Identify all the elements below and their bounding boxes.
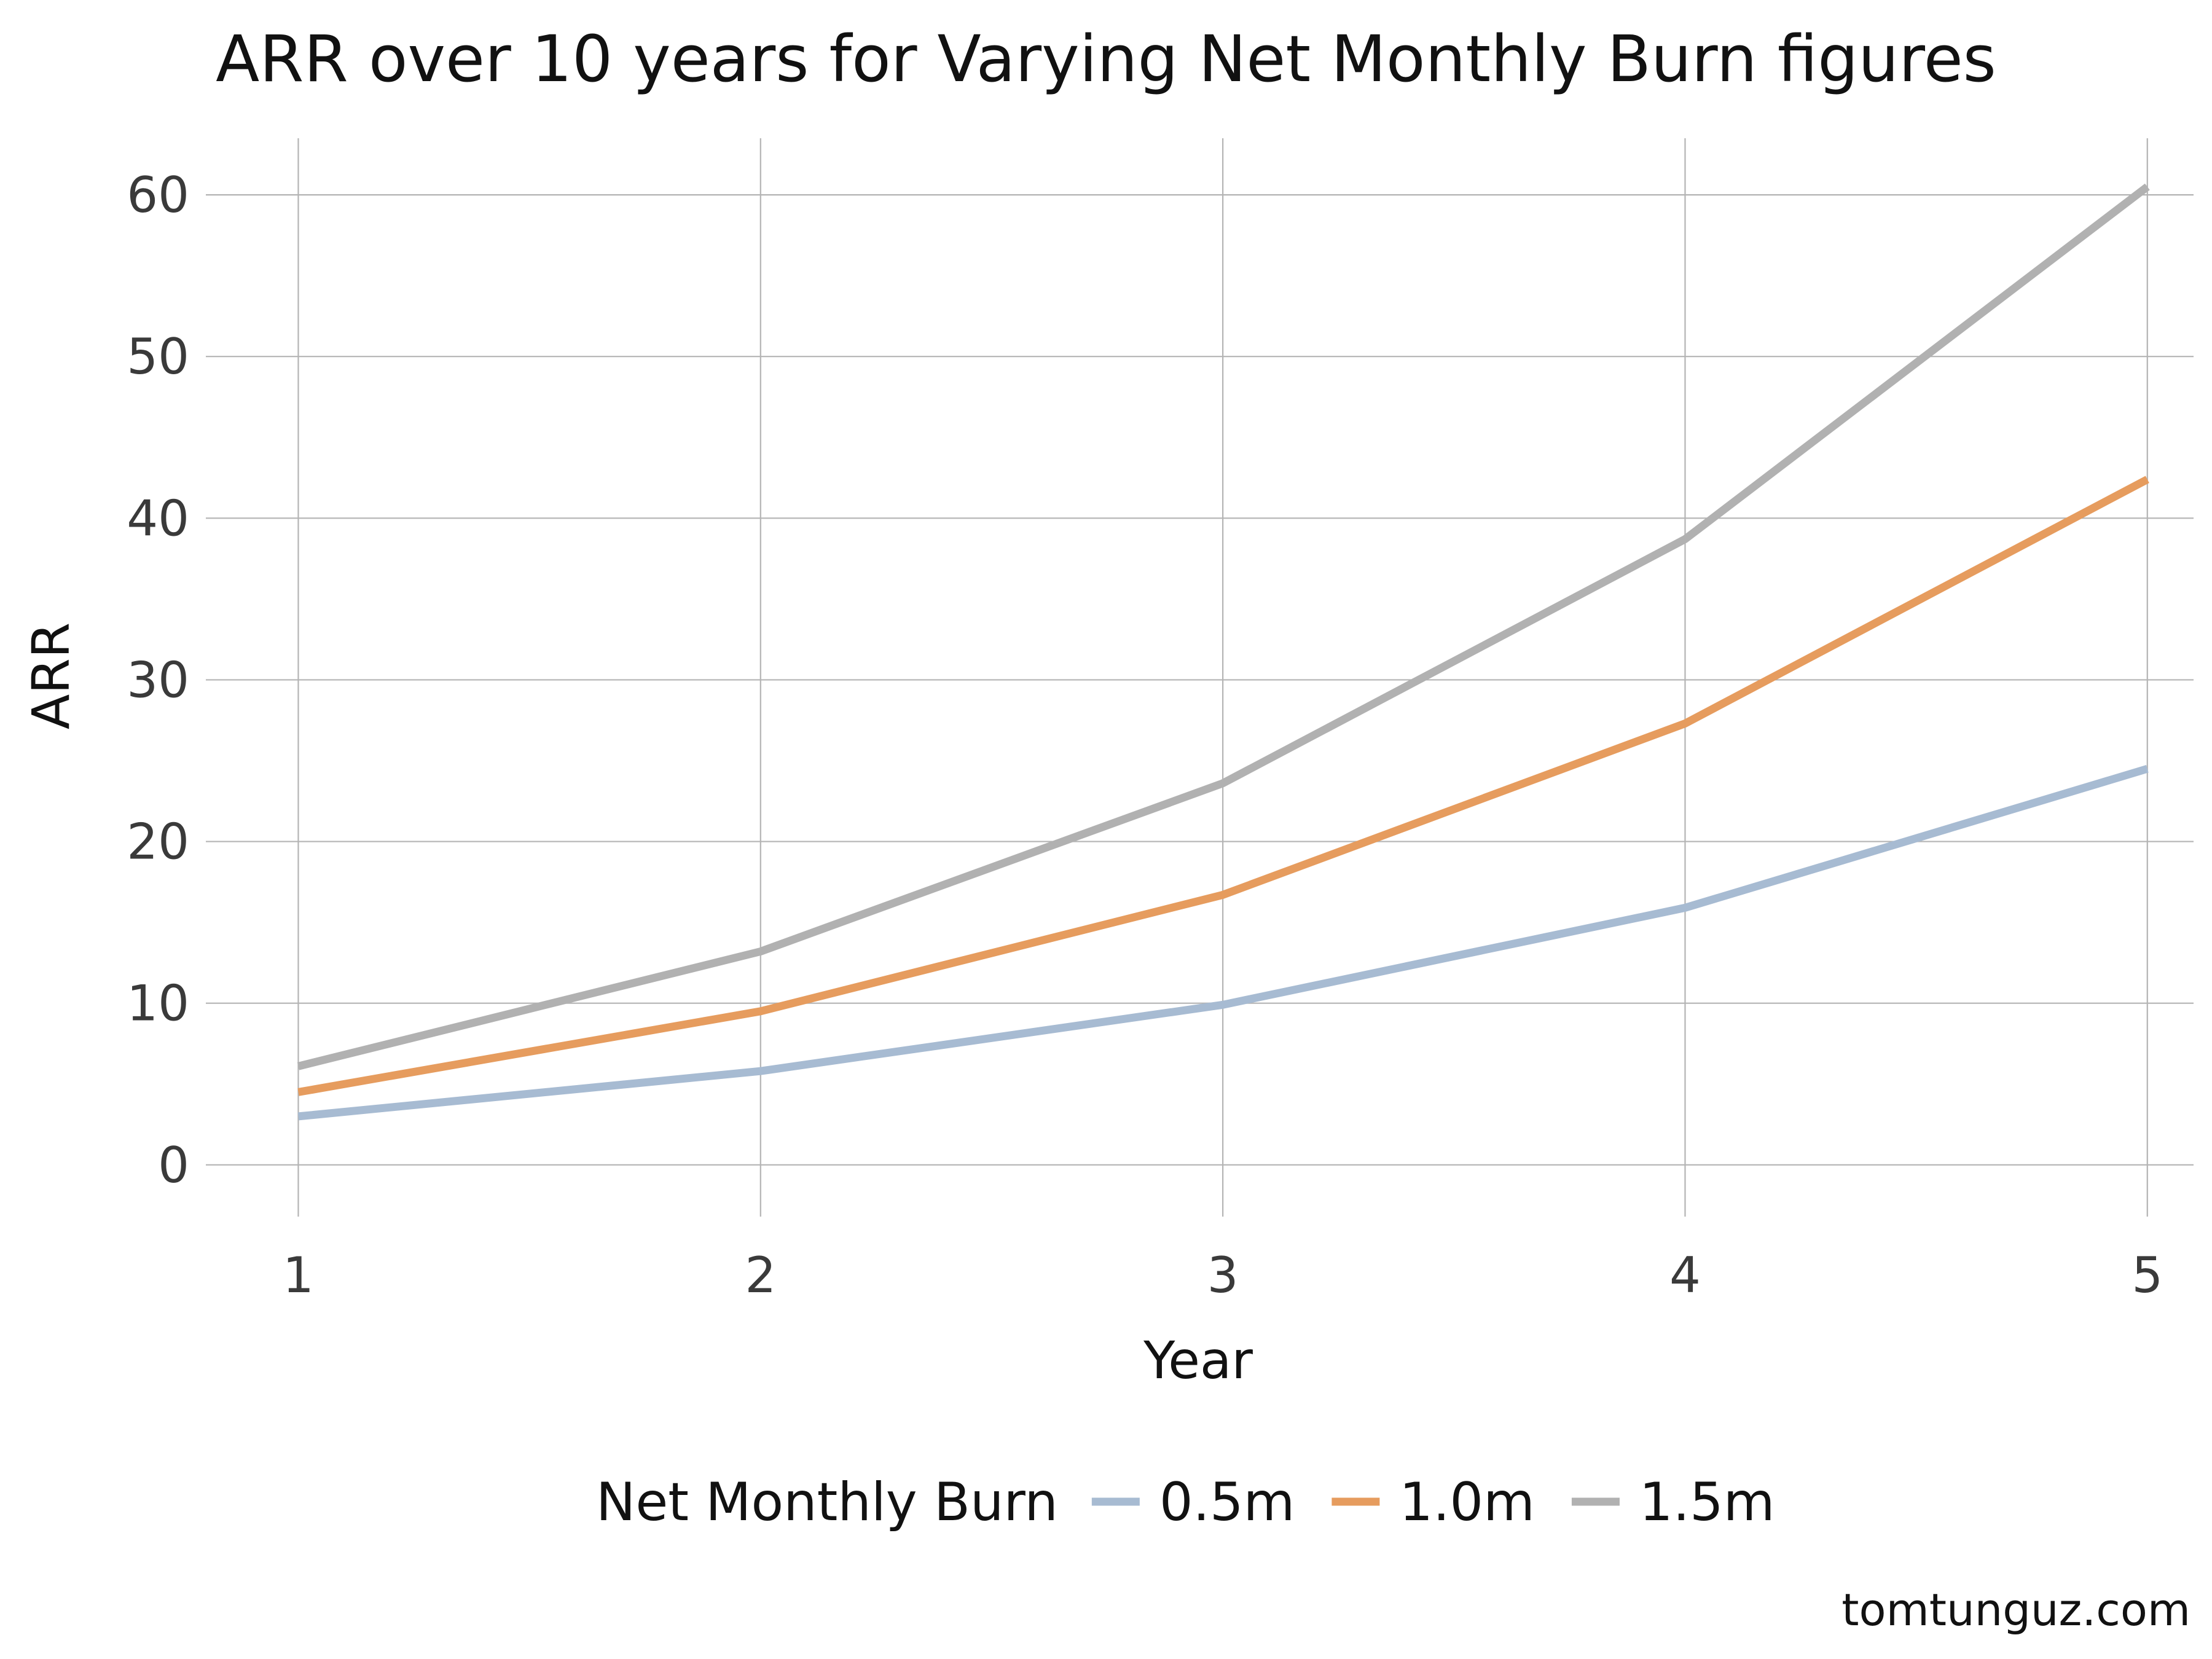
series-lines [297,183,2150,1121]
x-tick-label-0: 1 [283,1247,314,1304]
legend-label-1.0m: 1.0m [1399,1472,1535,1533]
y-axis-ticks: 0 10 20 30 40 50 60 [127,167,189,1194]
x-tick-label-3: 4 [1669,1247,1701,1304]
x-tick-label-2: 3 [1207,1247,1239,1304]
series-line-0.5m [297,764,2149,1121]
x-tick-label-4: 5 [2132,1247,2163,1304]
chart-title: ARR over 10 years for Varying Net Monthl… [216,22,1996,96]
x-axis-title: Year [1143,1330,1253,1390]
legend: Net Monthly Burn 0.5m 1.0m 1.5m [596,1472,1775,1533]
y-tick-label-0: 0 [158,1137,189,1194]
series-line-1.5m [297,183,2150,1070]
series-line-1.0m [297,476,2149,1096]
source-annotation: tomtunguz.com [1841,1584,2190,1636]
x-tick-label-1: 2 [745,1247,776,1304]
legend-label-0.5m: 0.5m [1159,1472,1295,1533]
y-axis-title: ARR [21,622,81,729]
y-tick-label-4: 40 [127,490,189,547]
y-tick-label-1: 10 [127,975,189,1032]
legend-label-1.5m: 1.5m [1639,1472,1775,1533]
x-axis-ticks: 1 2 3 4 5 [283,1247,2163,1304]
y-tick-label-6: 60 [127,167,189,224]
y-tick-label-2: 20 [127,814,189,871]
y-tick-label-3: 30 [127,651,189,708]
y-tick-label-5: 50 [127,328,189,385]
legend-title: Net Monthly Burn [596,1472,1058,1533]
